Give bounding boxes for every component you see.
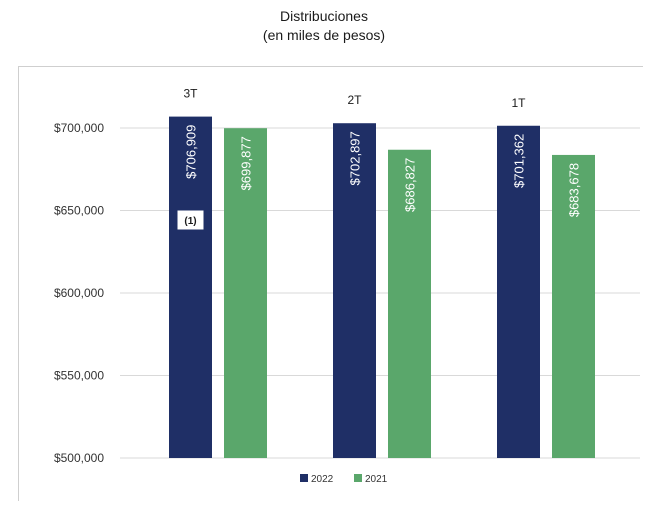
- data-label: $706,909: [184, 125, 199, 179]
- chart-subtitle: (en miles de pesos): [262, 27, 386, 43]
- y-tick-label: $700,000: [54, 121, 104, 135]
- category-label: 2T: [347, 93, 362, 107]
- bar-2021: [224, 128, 267, 459]
- data-label: $699,877: [239, 136, 254, 190]
- y-tick-label: $500,000: [54, 451, 104, 465]
- data-label: $701,362: [512, 134, 527, 188]
- bar-2022: [497, 125, 540, 459]
- bar-2022: [169, 116, 212, 458]
- annotation-label: (1): [184, 216, 196, 227]
- category-label: 1T: [511, 96, 526, 110]
- legend-swatch-2021: [354, 474, 362, 482]
- annotation-box: [176, 209, 205, 231]
- y-tick-label: $650,000: [54, 204, 104, 218]
- y-tick-label: $600,000: [54, 286, 104, 300]
- data-label: $686,827: [403, 158, 418, 212]
- legend-label: 2021: [365, 474, 388, 485]
- y-tick-label: $550,000: [54, 369, 104, 383]
- data-label: $683,678: [567, 163, 582, 217]
- chart-frame: [18, 66, 643, 501]
- bar-2021: [552, 154, 595, 458]
- legend-swatch-2022: [300, 474, 308, 482]
- data-label: $702,897: [348, 131, 363, 185]
- category-label: 3T: [183, 87, 198, 101]
- bar-2022: [333, 123, 376, 459]
- bar-2021: [388, 149, 431, 458]
- chart-title: Distribuciones: [280, 8, 368, 24]
- legend-label: 2022: [311, 474, 334, 485]
